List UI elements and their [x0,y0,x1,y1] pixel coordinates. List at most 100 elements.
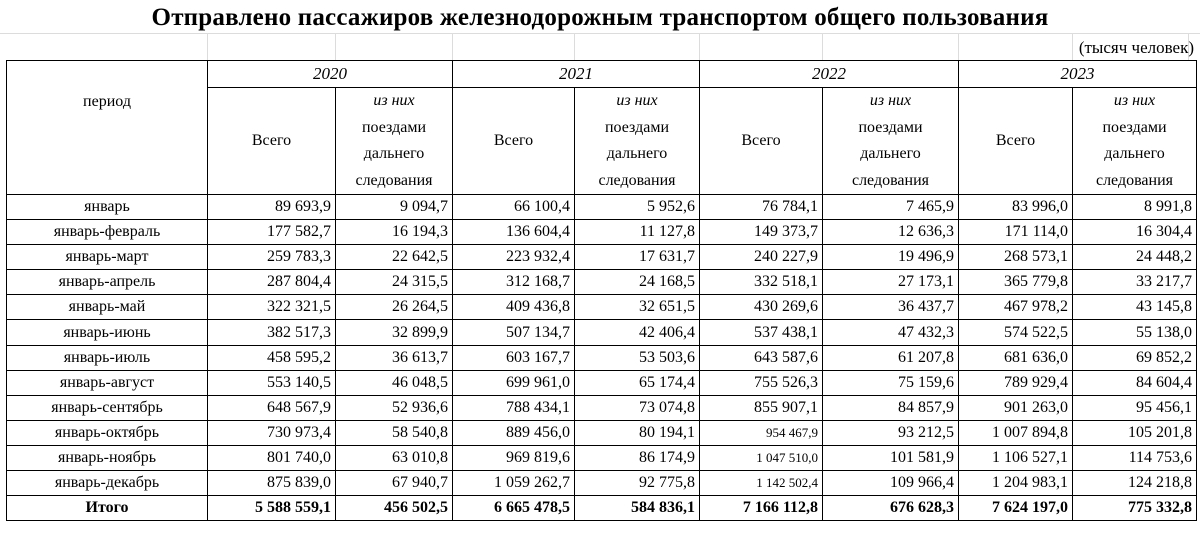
period-cell: январь-июнь [6,319,208,346]
value-total-cell: 5 588 559,1 [207,495,336,522]
value-long-distance-cell: 69 852,2 [1072,344,1197,371]
grid-line [958,33,959,60]
value-total-cell: 699 961,0 [452,369,575,396]
grid-line [207,33,208,60]
value-total-cell: 901 263,0 [958,394,1073,421]
value-long-distance-cell: 73 074,8 [574,394,700,421]
value-total-cell: 1 204 983,1 [958,470,1073,497]
value-total-cell: 171 114,0 [958,219,1073,246]
value-total-cell: 240 227,9 [699,244,823,271]
value-total-cell: 312 168,7 [452,269,575,296]
value-total-cell: 789 929,4 [958,369,1073,396]
period-cell: январь-сентябрь [6,394,208,421]
period-cell: январь [6,193,208,221]
value-long-distance-cell: 55 138,0 [1072,319,1197,346]
grid-line [335,33,336,60]
table-row: январь-июль 458 595,2 36 613,7 603 167,7 53 … [6,344,1197,371]
header-line: из них [616,92,658,109]
value-long-distance-cell: 109 966,4 [822,470,959,497]
header-years-row: период 2020 2021 2022 2023 [6,60,1197,195]
value-total-cell: 969 819,6 [452,444,575,472]
value-total-cell: 730 973,4 [207,419,336,446]
header-line: следования [355,171,433,189]
value-long-distance-cell: 95 456,1 [1072,394,1197,421]
header-year: 2023 [958,60,1197,88]
value-long-distance-cell: 24 315,5 [335,269,453,296]
value-total-cell: 287 804,4 [207,269,336,296]
header-line: следования [851,171,930,189]
grid-line [699,33,700,60]
value-total-cell: 788 434,1 [452,394,575,421]
value-total-cell: 332 518,1 [699,269,823,296]
value-long-distance-cell: 5 952,6 [574,193,700,221]
table-row: январь-август 553 140,5 46 048,5 699 961,0 6… [6,369,1197,396]
value-long-distance-cell: 24 448,2 [1072,244,1197,271]
value-long-distance-cell: 16 304,4 [1072,219,1197,246]
value-total-cell: 681 636,0 [958,344,1073,371]
header-line: следования [598,171,676,189]
table-body: январь 89 693,9 9 094,7 66 100,4 5 952,6 76 7… [6,193,1197,522]
table-row: январь-сентябрь 648 567,9 52 936,6 788 434,… [6,394,1197,421]
value-total-cell: 1 106 527,1 [958,444,1073,472]
value-total-cell: 259 783,3 [207,244,336,271]
value-total-cell: 365 779,8 [958,269,1073,296]
value-total-cell: 7 166 112,8 [699,495,823,522]
value-long-distance-cell: 12 636,3 [822,219,959,246]
grid-line [0,33,1200,34]
header-long-distance: из них поездами дальнего следования [1072,87,1197,195]
value-total-cell: 755 526,3 [699,369,823,396]
value-total-cell: 136 604,4 [452,219,575,246]
value-total-cell: 6 665 478,5 [452,495,575,522]
value-long-distance-cell: 22 642,5 [335,244,453,271]
value-long-distance-cell: 775 332,8 [1072,495,1197,522]
header-line: из них [1113,92,1156,109]
value-long-distance-cell: 53 503,6 [574,344,700,371]
value-long-distance-cell: 584 836,1 [574,495,700,522]
period-cell: январь-июль [6,344,208,371]
table-row: январь-май 322 321,5 26 264,5 409 436,8 32 6… [6,294,1197,321]
value-total-cell: 149 373,7 [699,219,823,246]
value-long-distance-cell: 32 651,5 [574,294,700,321]
page-title: Отправлено пассажиров железнодорожным тр… [151,4,1049,31]
value-total-cell: 801 740,0 [207,444,336,472]
value-total-cell: 76 784,1 [699,193,823,221]
value-long-distance-cell: 47 432,3 [822,319,959,346]
header-line: дальнего [1104,145,1165,162]
period-cell: январь-октябрь [6,419,208,446]
table-row: январь-февраль 177 582,7 16 194,3 136 604,4… [6,219,1197,246]
header-line: дальнего [606,145,668,162]
value-long-distance-cell: 101 581,9 [822,444,959,472]
header-line: поездами [1102,118,1167,136]
value-long-distance-cell: 456 502,5 [335,495,453,522]
value-total-cell: 458 595,2 [207,344,336,371]
value-long-distance-cell: 16 194,3 [335,219,453,246]
value-total-cell: 1 007 894,8 [958,419,1073,446]
value-long-distance-cell: 46 048,5 [335,369,453,396]
grid-line [1188,33,1189,60]
table-row: январь-июнь 382 517,3 32 899,9 507 134,7 42 … [6,319,1197,346]
value-total-cell: 553 140,5 [207,369,336,396]
value-total-cell: 574 522,5 [958,319,1073,346]
total-row: Итого 5 588 559,1 456 502,5 6 665 478,5 584 … [6,495,1197,522]
value-long-distance-cell: 65 174,4 [574,369,700,396]
value-long-distance-cell: 124 218,8 [1072,470,1197,497]
value-total-cell: 409 436,8 [452,294,575,321]
value-long-distance-cell: 93 212,5 [822,419,959,446]
value-total-cell: 537 438,1 [699,319,823,346]
period-cell: январь-апрель [6,269,208,296]
period-cell: январь-февраль [6,219,208,246]
value-total-cell: 1 047 510,0 [699,444,823,472]
value-total-cell: 507 134,7 [452,319,575,346]
value-total-cell: 83 996,0 [958,193,1073,221]
header-period: период [6,60,208,195]
value-total-cell: 603 167,7 [452,344,575,371]
value-long-distance-cell: 19 496,9 [822,244,959,271]
period-cell: январь-ноябрь [6,444,208,472]
value-long-distance-cell: 58 540,8 [335,419,453,446]
grid-line [452,33,453,60]
header-line: следования [1095,171,1174,189]
header-year: 2021 [452,60,700,88]
value-total-cell: 322 321,5 [207,294,336,321]
period-cell: январь-декабрь [6,470,208,497]
